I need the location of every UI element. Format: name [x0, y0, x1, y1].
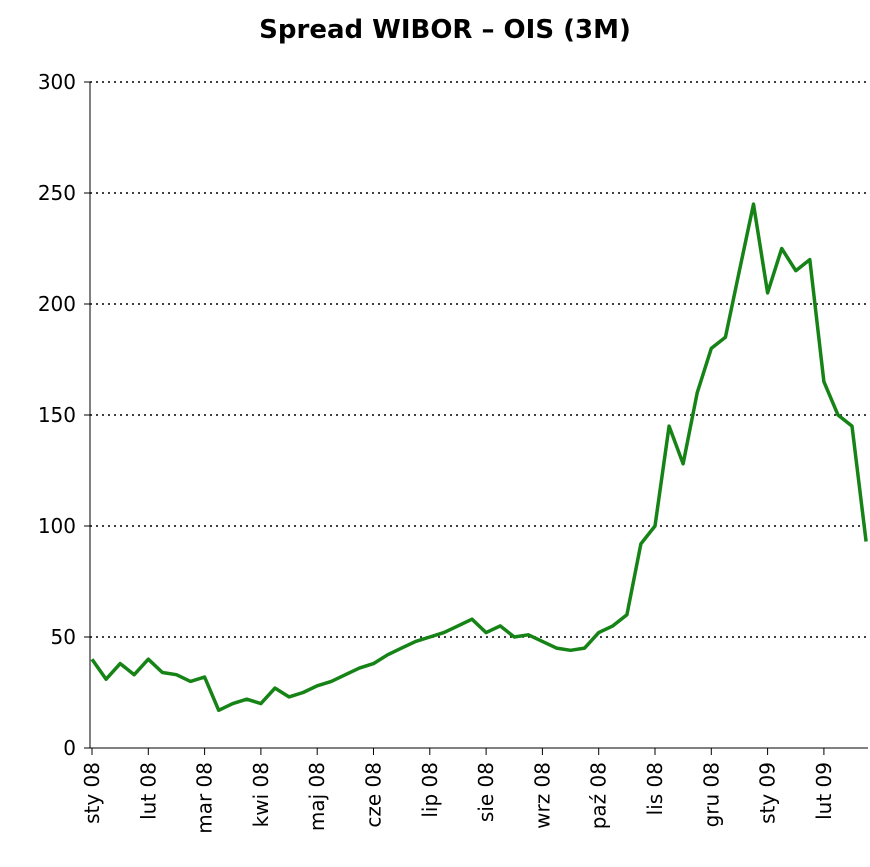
x-tick-label: cze 08 [362, 762, 386, 828]
y-tick-label: 100 [38, 514, 76, 538]
x-tick-label: lis 08 [643, 762, 667, 815]
y-tick-label: 300 [38, 70, 76, 94]
x-tick-label: sty 09 [756, 762, 780, 824]
x-tick-label: lip 08 [418, 762, 442, 818]
y-tick-label: 0 [63, 736, 76, 760]
x-tick-label: kwi 08 [249, 762, 273, 827]
y-tick-label: 50 [51, 625, 76, 649]
x-tick-label: sie 08 [474, 762, 498, 822]
x-tick-label: mar 08 [193, 762, 217, 834]
y-tick-label: 200 [38, 292, 76, 316]
x-tick-label: sty 08 [80, 762, 104, 824]
x-tick-label: gru 08 [699, 762, 723, 827]
x-tick-label: maj 08 [305, 762, 329, 831]
line-series [90, 202, 868, 713]
y-tick-label: 250 [38, 181, 76, 205]
x-tick-label: paź 08 [587, 762, 611, 829]
chart-title: Spread WIBOR – OIS (3M) [259, 15, 631, 45]
y-tick-label: 150 [38, 403, 76, 427]
x-tick-label: lut 08 [136, 762, 160, 820]
x-tick-label: lut 09 [812, 762, 836, 820]
x-tick-label: wrz 08 [530, 762, 554, 829]
